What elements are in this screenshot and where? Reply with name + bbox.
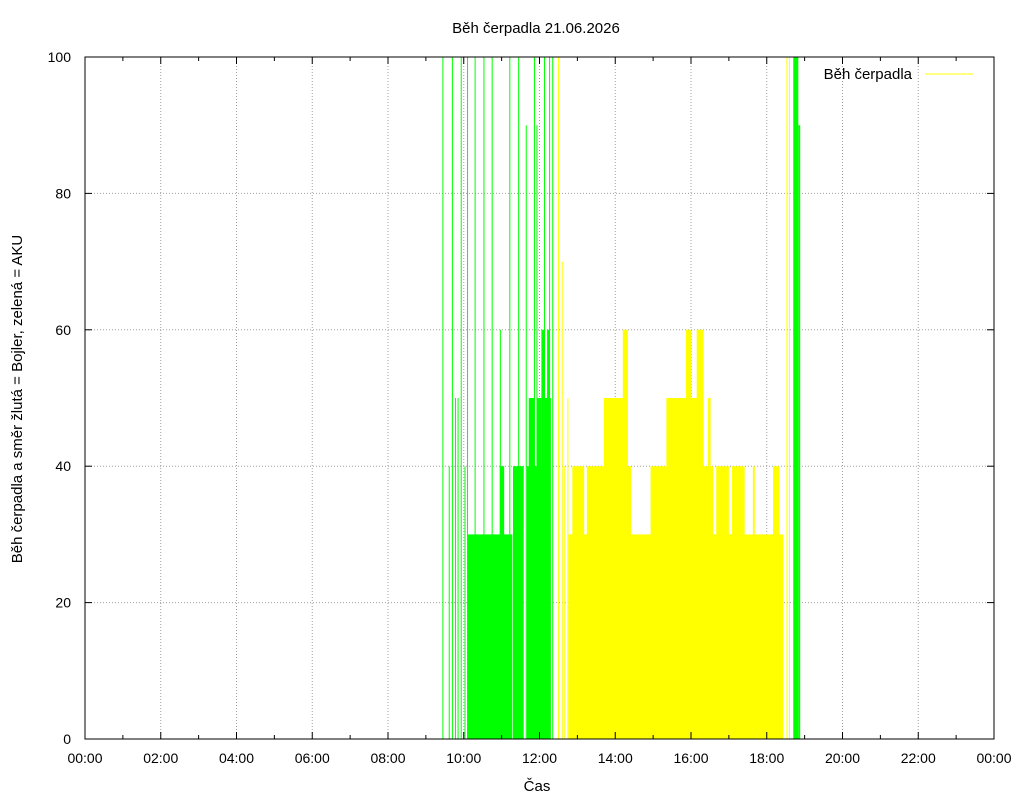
data-block xyxy=(798,125,801,739)
data-block xyxy=(467,534,513,739)
data-block xyxy=(752,466,755,739)
x-tick-label: 00:00 xyxy=(67,750,102,766)
chart-title: Běh čerpadla 21.06.2026 xyxy=(452,20,620,37)
x-tick-label: 18:00 xyxy=(749,750,784,766)
data-block xyxy=(685,329,691,739)
data-block xyxy=(773,466,780,739)
data-block xyxy=(732,466,745,739)
x-tick-label: 04:00 xyxy=(219,750,254,766)
x-tick-label: 08:00 xyxy=(370,750,405,766)
x-tick-label: 16:00 xyxy=(673,750,708,766)
x-tick-label: 06:00 xyxy=(295,750,330,766)
data-block xyxy=(536,398,542,739)
x-axis-title: Čas xyxy=(524,778,551,795)
data-block xyxy=(528,398,535,739)
x-tick-label: 20:00 xyxy=(825,750,860,766)
y-axis-title: Běh čerpadla a směr žlutá = Bojler, zele… xyxy=(9,235,26,564)
data-block xyxy=(547,329,550,739)
data-block xyxy=(696,329,704,739)
x-tick-label: 22:00 xyxy=(901,750,936,766)
data-block xyxy=(622,329,628,739)
legend: Běh čerpadla xyxy=(824,66,973,83)
x-tick-label: 12:00 xyxy=(522,750,557,766)
data-block xyxy=(793,57,799,739)
y-tick-label: 20 xyxy=(55,595,71,611)
x-tick-label: 14:00 xyxy=(598,750,633,766)
data-layer xyxy=(442,57,801,739)
y-tick-label: 40 xyxy=(55,458,71,474)
x-tick-label: 02:00 xyxy=(143,750,178,766)
y-tick-label: 100 xyxy=(48,49,72,65)
data-block xyxy=(541,329,545,739)
tick-layer: 00:00 02:00 04:00 06:00 08:00 10:00 12:00 14:00… xyxy=(48,49,1012,766)
data-block xyxy=(666,398,687,739)
y-tick-label: 60 xyxy=(55,322,71,338)
data-block xyxy=(572,466,584,739)
data-block xyxy=(716,466,729,739)
y-tick-label: 0 xyxy=(63,731,71,747)
x-tick-label: 00:00 xyxy=(976,750,1011,766)
data-block xyxy=(603,398,628,739)
x-tick-label: 10:00 xyxy=(446,750,481,766)
y-tick-label: 80 xyxy=(55,185,71,201)
data-block xyxy=(499,466,505,739)
data-block xyxy=(708,398,711,739)
legend-label: Běh čerpadla xyxy=(824,66,913,83)
